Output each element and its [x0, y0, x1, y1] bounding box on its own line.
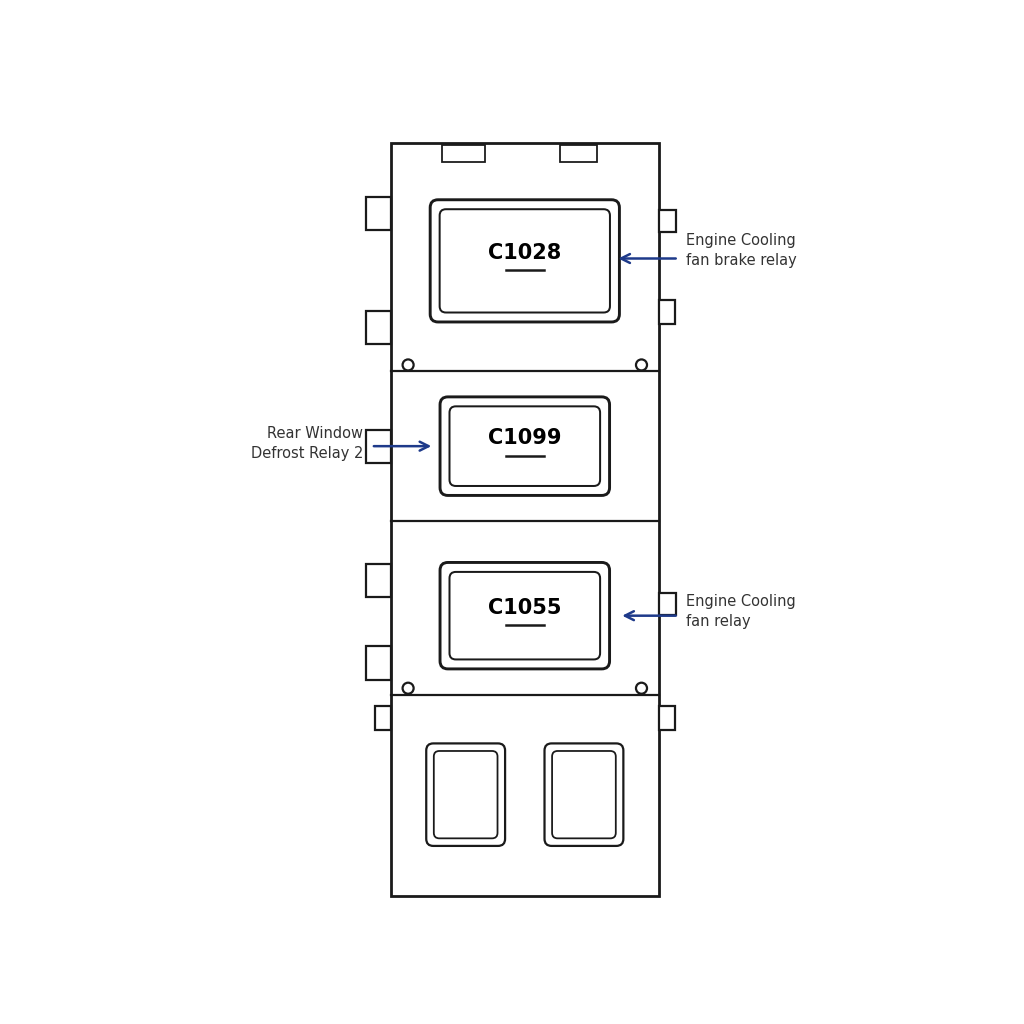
Bar — [658, 300, 675, 324]
Bar — [366, 430, 391, 463]
Text: Rear Window
Defrost Relay 2: Rear Window Defrost Relay 2 — [251, 426, 364, 461]
Bar — [366, 563, 391, 597]
Circle shape — [636, 359, 647, 371]
Text: Engine Cooling
fan brake relay: Engine Cooling fan brake relay — [686, 233, 798, 268]
FancyBboxPatch shape — [439, 209, 610, 312]
FancyBboxPatch shape — [426, 743, 505, 846]
Text: C1099: C1099 — [488, 428, 561, 449]
Bar — [658, 210, 676, 232]
FancyBboxPatch shape — [434, 751, 498, 839]
FancyBboxPatch shape — [430, 200, 620, 322]
Bar — [366, 311, 391, 344]
Bar — [375, 707, 391, 730]
Text: Engine Cooling
fan relay: Engine Cooling fan relay — [686, 594, 797, 629]
Bar — [366, 197, 391, 230]
Bar — [658, 707, 675, 730]
Circle shape — [402, 359, 414, 371]
FancyBboxPatch shape — [552, 751, 615, 839]
Text: C1055: C1055 — [488, 598, 561, 617]
FancyBboxPatch shape — [440, 397, 609, 496]
FancyBboxPatch shape — [545, 743, 624, 846]
Bar — [366, 646, 391, 680]
Text: C1028: C1028 — [488, 243, 561, 263]
FancyBboxPatch shape — [440, 562, 609, 669]
Bar — [560, 145, 597, 163]
Bar — [391, 142, 658, 896]
Circle shape — [402, 683, 414, 693]
FancyBboxPatch shape — [450, 572, 600, 659]
Bar — [658, 593, 676, 614]
Bar — [442, 145, 485, 163]
Circle shape — [636, 683, 647, 693]
FancyBboxPatch shape — [450, 407, 600, 486]
